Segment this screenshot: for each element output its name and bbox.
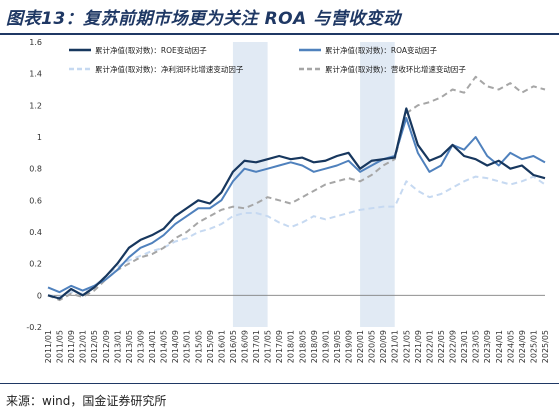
x-tick-label: 2022/09 (449, 330, 458, 363)
x-tick-label: 2020/09 (379, 330, 388, 363)
series-line-0 (47, 107, 546, 300)
y-tick-label: 1 (37, 133, 42, 142)
x-tick-label: 2012/09 (102, 330, 111, 363)
x-tick-label: 2011/05 (56, 330, 65, 363)
legend-label-2: 累计净值(取对数)：净利润环比增速变动因子 (95, 64, 244, 74)
x-tick-label: 2013/09 (136, 330, 145, 363)
x-tick-label: 2025/01 (529, 330, 538, 363)
series-lines (47, 75, 546, 302)
x-tick-label: 2016/05 (229, 330, 238, 363)
y-tick-label: 0.4 (29, 228, 42, 237)
chart-title: 图表13：复苏前期市场更为关注 ROA 与营收变动 (6, 9, 401, 29)
legend-label-3: 累计净值(取对数)：营收环比增速变动因子 (325, 64, 466, 74)
y-tick-label: 0.6 (29, 196, 42, 205)
x-tick-label: 2015/05 (194, 330, 203, 363)
x-tick-label: 2018/05 (298, 330, 307, 363)
x-tick-label: 2011/09 (67, 330, 76, 363)
y-axis: -0.2 0 0.2 0.4 0.6 0.8 1 1.2 1.4 1.6 (26, 38, 545, 332)
x-tick-label: 2021/09 (414, 330, 423, 363)
y-tick-label: 1.4 (29, 70, 42, 79)
x-axis: 2011/01 2011/05 2011/09 2012/01 2012/05 2012/… (44, 330, 550, 363)
series-line-1 (47, 117, 546, 294)
x-tick-label: 2012/05 (90, 330, 99, 363)
x-tick-label: 2024/05 (506, 330, 515, 363)
x-tick-label: 2014/01 (148, 330, 157, 363)
x-tick-label: 2024/09 (518, 330, 527, 363)
y-tick-label: 0.8 (29, 165, 42, 174)
series-line-2 (47, 175, 546, 298)
y-tick-label: 1.2 (29, 101, 42, 110)
legend-label-0: 累计净值(取对数)：ROE变动因子 (95, 45, 207, 55)
x-tick-label: 2015/09 (206, 330, 215, 363)
y-tick-label: 0 (37, 291, 42, 300)
x-tick-label: 2020/01 (356, 330, 365, 363)
x-tick-label: 2017/05 (264, 330, 273, 363)
x-tick-label: 2024/01 (495, 330, 504, 363)
source-rule (0, 383, 559, 384)
x-tick-label: 2014/05 (160, 330, 169, 363)
x-tick-label: 2019/05 (333, 330, 342, 363)
x-tick-label: 2013/05 (125, 330, 134, 363)
source-note: 来源：wind，国金证券研究所 (6, 394, 167, 408)
x-tick-label: 2012/01 (79, 330, 88, 363)
y-tick-label: -0.2 (26, 323, 42, 332)
x-tick-label: 2016/09 (240, 330, 249, 363)
x-tick-label: 2016/01 (217, 330, 226, 363)
x-tick-label: 2025/05 (541, 330, 550, 363)
x-tick-label: 2014/09 (171, 330, 180, 363)
x-tick-label: 2019/01 (321, 330, 330, 363)
y-tick-label: 1.6 (29, 38, 42, 47)
x-tick-label: 2018/01 (287, 330, 296, 363)
x-tick-label: 2020/05 (368, 330, 377, 363)
legend: 累计净值(取对数)：ROE变动因子 累计净值(取对数)：ROA变动因子累计净值(取… (69, 45, 466, 74)
x-tick-label: 2023/09 (483, 330, 492, 363)
x-tick-label: 2023/05 (472, 330, 481, 363)
shaded-period-0 (232, 42, 268, 327)
x-tick-label: 2013/01 (113, 330, 122, 363)
x-tick-label: 2018/09 (310, 330, 319, 363)
x-tick-label: 2021/01 (391, 330, 400, 363)
title-rule (0, 33, 559, 35)
series-line-3 (47, 75, 546, 302)
x-tick-label: 2017/09 (275, 330, 284, 363)
x-tick-label: 2019/09 (345, 330, 354, 363)
x-tick-label: 2021/05 (402, 330, 411, 363)
legend-label-1: 累计净值(取对数)：ROA变动因子 (325, 45, 437, 55)
line-chart: -0.200.20.40.60.811.21.41.6 2011/01 2011/… (26, 38, 550, 363)
shaded-period-1 (360, 42, 395, 327)
shaded-periods (232, 42, 395, 327)
x-tick-label: 2022/05 (437, 330, 446, 363)
x-tick-label: 2022/01 (425, 330, 434, 363)
x-tick-label: 2017/01 (252, 330, 261, 363)
y-tick-label: 0.2 (29, 260, 42, 269)
x-tick-label: 2011/01 (44, 330, 53, 363)
x-tick-label: 2015/01 (183, 330, 192, 363)
x-tick-label: 2023/01 (460, 330, 469, 363)
